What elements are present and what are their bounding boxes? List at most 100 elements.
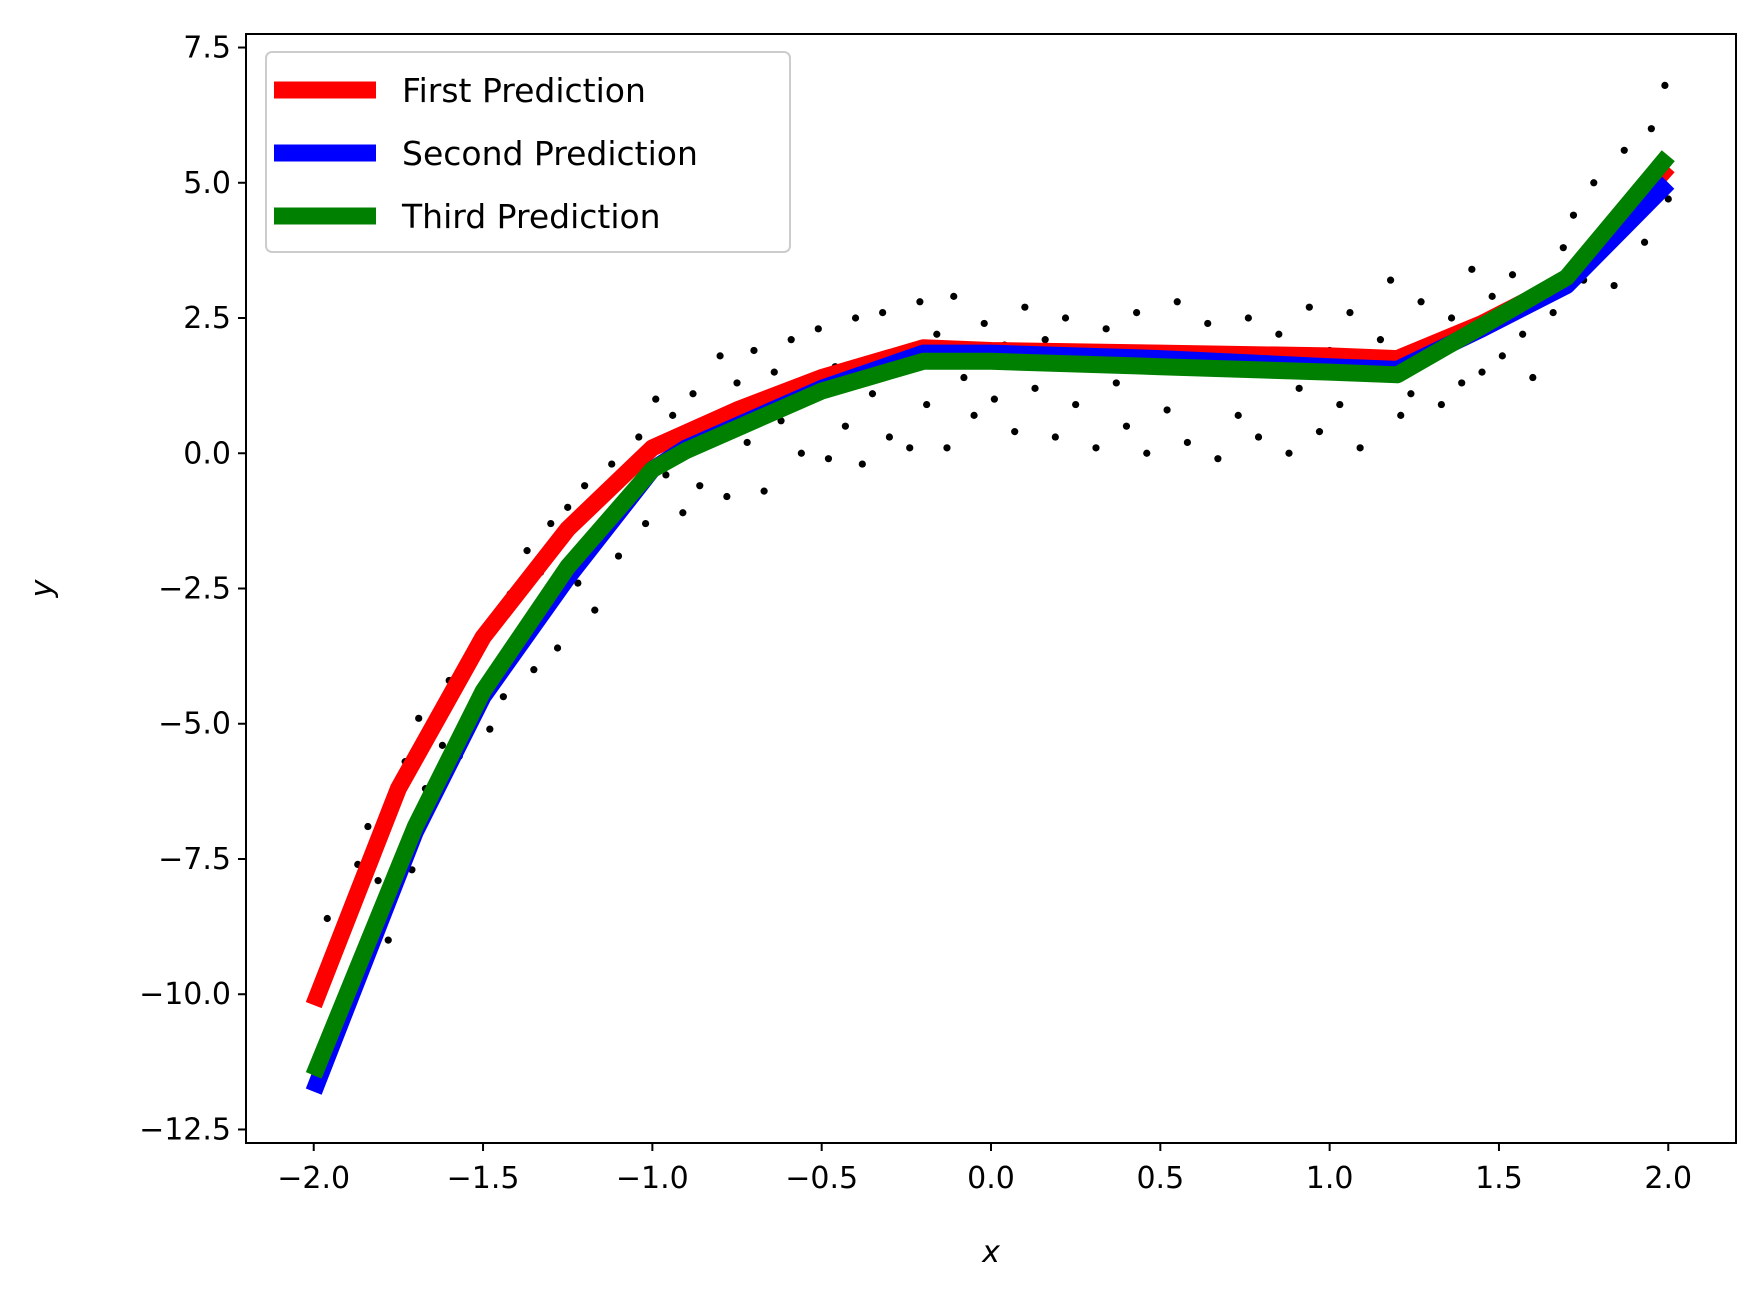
scatter-point [1112,379,1120,387]
scatter-point [950,292,958,300]
scatter-point [1011,428,1019,436]
scatter-point [696,482,704,490]
prediction-lines [305,150,1675,1095]
legend-label: Second Prediction [402,134,698,173]
scatter-point [1122,422,1131,430]
scatter-point [1254,433,1263,441]
y-tick-label: 7.5 [183,31,231,66]
y-tick-label: −10.0 [139,977,231,1012]
scatter-point [743,438,751,447]
scatter-point [1407,390,1415,398]
scatter-point [1437,400,1445,409]
scatter-point [1468,265,1476,273]
scatter-point [943,444,951,452]
scatter-point [1315,428,1324,436]
scatter-point [1664,195,1672,203]
legend: First Prediction Second Prediction Third P… [265,51,791,253]
scatter-point [1569,211,1578,219]
scatter-point [689,390,697,398]
scatter-point [777,417,785,425]
scatter-point [716,352,724,360]
scatter-point [547,519,555,528]
scatter-point [814,325,822,333]
scatter-point [1447,314,1456,322]
scatter-point [1295,384,1303,392]
scatter-point [760,487,768,495]
scatter-point [364,822,372,831]
scatter-point [591,606,599,614]
x-tick-label: −0.5 [785,1161,858,1196]
y-tick-label: −12.5 [139,1112,231,1147]
scatter-point [323,914,331,923]
scatter-point [879,309,887,317]
scatter-point [1336,400,1344,409]
scatter-point [608,460,616,468]
scatter-point [960,373,968,382]
scatter-point [553,644,562,652]
scatter-point [635,433,643,441]
scatter-point [1031,384,1039,392]
y-axis-label: y [25,578,60,598]
y-tick-label: 5.0 [183,166,231,201]
scatter-point [1498,352,1506,360]
scatter-point [885,433,894,441]
scatter-point [1640,238,1649,246]
scatter-point [1529,373,1537,382]
scatter-point [1173,298,1181,306]
scatter-point [1204,319,1212,328]
x-tick-label: 0.5 [1136,1161,1184,1196]
scatter-point [980,319,988,328]
scatter-point [384,936,392,944]
scatter-point [1041,336,1049,344]
legend-label: First Prediction [402,71,646,110]
scatter-point [1647,125,1655,133]
scatter-point [851,314,860,322]
scatter-point [750,346,758,355]
scatter-point [1021,303,1029,311]
scatter-point [415,714,423,722]
x-axis-label: x [981,1235,1000,1270]
scatter-point [1549,309,1557,317]
scatter-point [1346,309,1354,317]
scatter-point [1183,438,1192,447]
scatter-point [438,741,447,749]
scatter-point [1234,411,1242,419]
scatter-point [1661,81,1669,89]
y-tick-label: 0.0 [183,436,231,471]
scatter-point [523,547,531,555]
scatter-point [1376,336,1385,344]
scatter-point [669,411,677,419]
scatter-point [1386,276,1395,284]
scatter-point [933,330,941,338]
x-tick-label: 1.5 [1475,1161,1523,1196]
scatter-point [1488,292,1496,300]
scatter-point [652,395,660,403]
scatter-point [841,422,849,430]
scatter-point [1559,244,1567,252]
legend-label: Third Prediction [401,197,661,236]
scatter-point [1620,146,1628,154]
x-tick-label: −1.5 [447,1161,520,1196]
scatter-point [574,579,582,587]
scatter-point [1072,400,1080,409]
scatter-point [858,460,866,468]
series-line-3 [305,150,1675,1079]
scatter-point [797,449,805,457]
x-axis: −2.0 −1.5 −1.0 −0.5 0.0 0.5 1.0 1.5 2.0 [277,1143,1692,1196]
x-tick-label: 0.0 [967,1161,1015,1196]
scatter-point [1051,433,1059,441]
scatter-point [1478,368,1486,376]
scatter-point [1508,271,1517,279]
scatter-point [1143,449,1151,457]
y-tick-label: 2.5 [183,301,231,336]
scatter-point [824,455,833,463]
scatter-point [970,411,978,419]
scatter-point [374,877,382,885]
scatter-point [1285,449,1293,457]
scatter-point [733,379,741,387]
scatter-point [1092,444,1100,452]
scatter-point [530,666,538,674]
scatter-point [770,368,778,376]
scatter-point [1590,179,1598,187]
